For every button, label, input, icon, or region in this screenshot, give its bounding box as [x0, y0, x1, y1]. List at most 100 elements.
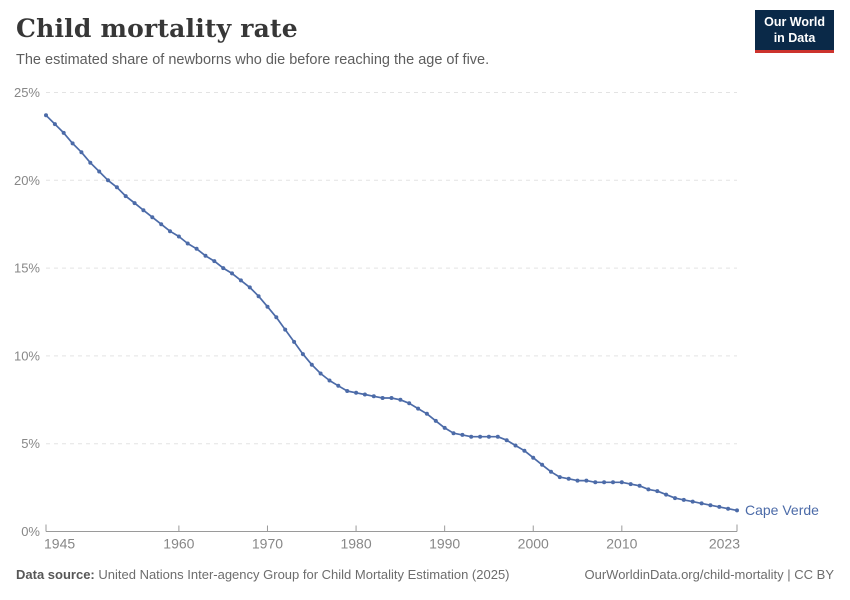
data-point[interactable]: [176, 234, 181, 239]
data-point[interactable]: [265, 304, 270, 309]
data-point[interactable]: [699, 501, 704, 506]
data-point[interactable]: [106, 178, 110, 183]
owid-logo[interactable]: Our World in Data: [755, 10, 834, 54]
data-point[interactable]: [424, 411, 429, 416]
data-point[interactable]: [575, 478, 580, 483]
data-point[interactable]: [238, 278, 243, 283]
data-point[interactable]: [637, 483, 642, 488]
data-point[interactable]: [159, 222, 164, 227]
data-point[interactable]: [371, 394, 376, 399]
data-point[interactable]: [168, 229, 172, 234]
owid-logo-line1: Our World: [764, 15, 825, 29]
data-point[interactable]: [584, 478, 589, 483]
data-point[interactable]: [416, 406, 421, 411]
data-point[interactable]: [256, 294, 261, 299]
data-point[interactable]: [292, 339, 297, 344]
x-tick-label: 2023: [709, 536, 740, 552]
data-point[interactable]: [185, 241, 190, 246]
x-tick-label: 2000: [518, 536, 549, 552]
attribution-link[interactable]: OurWorldinData.org/child-mortality | CC …: [584, 567, 835, 582]
data-point[interactable]: [114, 185, 119, 190]
data-point[interactable]: [221, 266, 226, 271]
y-tick-label: 5%: [21, 436, 40, 451]
data-point[interactable]: [513, 443, 518, 448]
data-point[interactable]: [655, 489, 660, 494]
data-point[interactable]: [380, 396, 385, 400]
data-point[interactable]: [735, 508, 739, 513]
data-point[interactable]: [354, 390, 359, 395]
data-point[interactable]: [97, 169, 102, 174]
data-point[interactable]: [469, 434, 474, 439]
data-point[interactable]: [478, 434, 483, 439]
series-line: [45, 114, 738, 512]
entity-label[interactable]: Cape Verde: [745, 502, 819, 518]
data-point[interactable]: [79, 150, 84, 155]
owid-logo-line2: in Data: [773, 30, 816, 45]
data-point[interactable]: [442, 425, 447, 430]
page-title: Child mortality rate: [16, 14, 298, 43]
x-tick-label: 1960: [163, 536, 194, 552]
data-point[interactable]: [194, 246, 199, 251]
data-point[interactable]: [549, 469, 553, 474]
x-tick-label: 1990: [429, 536, 460, 552]
data-point[interactable]: [593, 480, 598, 485]
data-point[interactable]: [123, 194, 128, 199]
data-point[interactable]: [611, 480, 615, 485]
data-point[interactable]: [132, 201, 137, 206]
data-point[interactable]: [451, 431, 456, 436]
data-source-text: United Nations Inter-agency Group for Ch…: [98, 567, 510, 582]
data-point[interactable]: [646, 487, 651, 492]
data-point[interactable]: [602, 480, 607, 485]
data-point[interactable]: [150, 215, 155, 220]
data-point[interactable]: [61, 130, 66, 135]
data-point[interactable]: [690, 499, 695, 504]
data-source-label: Data source:: [16, 567, 95, 582]
data-point[interactable]: [486, 434, 491, 439]
x-tick-label: 1945: [44, 536, 75, 552]
data-point[interactable]: [522, 448, 527, 453]
data-point[interactable]: [460, 432, 465, 437]
data-point[interactable]: [540, 462, 545, 467]
data-point[interactable]: [336, 383, 341, 388]
data-point[interactable]: [274, 315, 279, 320]
data-point[interactable]: [619, 480, 624, 485]
data-point[interactable]: [495, 434, 500, 439]
data-point[interactable]: [247, 285, 252, 290]
x-tick-label: 1980: [340, 536, 371, 552]
y-tick-label: 20%: [14, 173, 40, 188]
x-tick-label: 2010: [606, 536, 637, 552]
data-point[interactable]: [681, 497, 686, 502]
data-point[interactable]: [203, 253, 208, 258]
data-point[interactable]: [566, 476, 571, 481]
x-tick-label: 1970: [252, 536, 283, 552]
data-point[interactable]: [389, 396, 394, 400]
data-point[interactable]: [212, 259, 217, 264]
data-point[interactable]: [283, 327, 288, 332]
data-point[interactable]: [407, 401, 412, 406]
data-point[interactable]: [628, 482, 633, 487]
data-point[interactable]: [398, 397, 403, 402]
data-point[interactable]: [345, 389, 350, 393]
data-point[interactable]: [318, 371, 323, 376]
data-point[interactable]: [664, 492, 669, 497]
data-point[interactable]: [362, 392, 367, 397]
data-point[interactable]: [88, 160, 93, 165]
data-point[interactable]: [309, 362, 314, 367]
data-point[interactable]: [300, 352, 305, 357]
data-point[interactable]: [717, 504, 722, 509]
data-point[interactable]: [531, 455, 536, 460]
data-point[interactable]: [327, 378, 332, 383]
data-point[interactable]: [673, 496, 677, 501]
y-tick-label: 0%: [21, 524, 40, 539]
data-point[interactable]: [70, 141, 75, 146]
data-point[interactable]: [708, 503, 713, 508]
data-point[interactable]: [141, 208, 146, 213]
data-point[interactable]: [433, 418, 438, 423]
data-point[interactable]: [230, 271, 234, 276]
data-point[interactable]: [726, 506, 731, 511]
data-point[interactable]: [52, 122, 57, 127]
data-point[interactable]: [557, 475, 562, 480]
data-point[interactable]: [504, 438, 509, 443]
data-point[interactable]: [44, 113, 48, 118]
